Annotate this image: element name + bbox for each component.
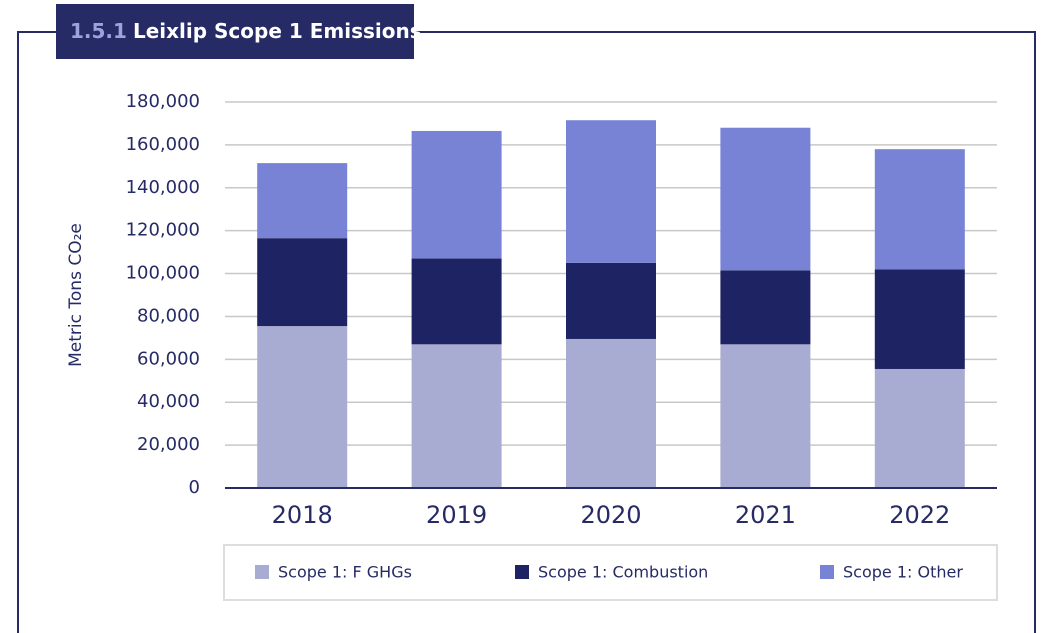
legend-label: Scope 1: Other [843, 563, 963, 582]
bar-segment [411, 344, 502, 488]
bar-segment [720, 270, 811, 345]
y-tick-label: 60,000 [137, 348, 200, 369]
legend-swatch [255, 565, 269, 579]
bar-segment [874, 368, 965, 488]
y-axis-label: Metric Tons CO₂e [66, 223, 86, 367]
y-tick-label: 0 [189, 477, 200, 498]
x-tick-label: 2019 [426, 501, 487, 529]
x-tick-label: 2021 [735, 501, 796, 529]
y-tick-label: 160,000 [126, 134, 200, 155]
legend-swatch [820, 565, 834, 579]
y-tick-label: 20,000 [137, 434, 200, 455]
frame [17, 31, 1036, 633]
chart-title: 1.5.1 Leixlip Scope 1 Emissions [70, 19, 422, 43]
x-tick-label: 2022 [889, 501, 950, 529]
x-tick-label: 2020 [580, 501, 641, 529]
y-tick-label: 40,000 [137, 391, 200, 412]
bar-segment [566, 338, 656, 488]
y-tick-label: 80,000 [137, 305, 200, 326]
bar-segment [566, 120, 656, 263]
bar-segment [874, 269, 965, 369]
y-tick-label: 180,000 [126, 91, 200, 112]
section-number: 1.5.1 [70, 19, 127, 43]
y-tick-label: 120,000 [126, 220, 200, 241]
legend-box [223, 544, 998, 601]
bar-segment [411, 258, 502, 345]
bar-segment [257, 163, 348, 239]
bar-segment [720, 344, 811, 488]
legend-swatch [515, 565, 529, 579]
legend-label: Scope 1: F GHGs [278, 563, 412, 582]
title-text: Leixlip Scope 1 Emissions [133, 19, 422, 43]
y-tick-label: 100,000 [126, 263, 200, 284]
bar-segment [720, 127, 811, 271]
bar-segment [257, 326, 348, 488]
bar-segment [411, 130, 502, 259]
title-box [56, 4, 414, 59]
bar-segment [566, 262, 656, 339]
legend-label: Scope 1: Combustion [538, 563, 708, 582]
x-tick-label: 2018 [272, 501, 333, 529]
bar-segment [874, 149, 965, 270]
y-tick-label: 140,000 [126, 177, 200, 198]
bar-segment [257, 238, 348, 327]
